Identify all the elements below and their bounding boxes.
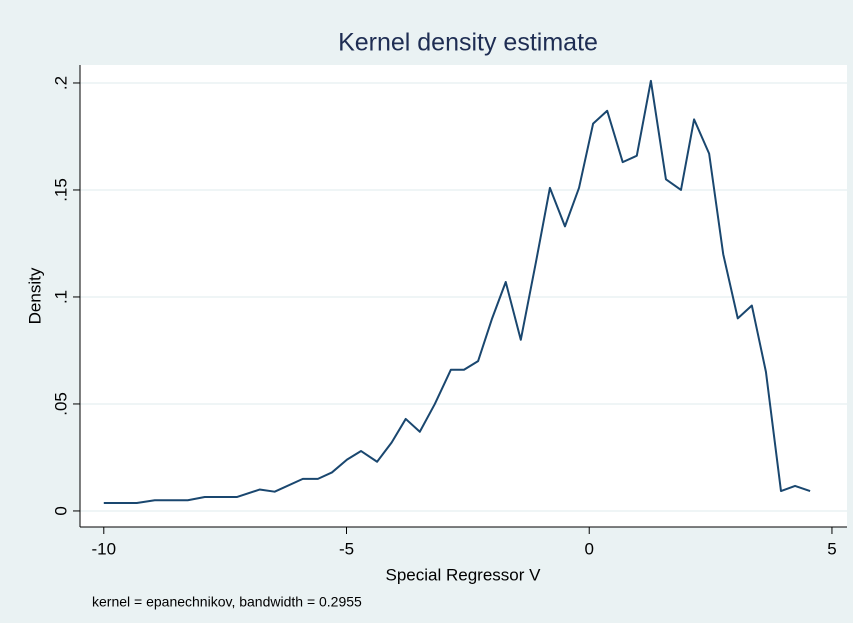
y-tick-label: .15 (51, 178, 70, 202)
x-tick-label: -5 (339, 539, 354, 558)
y-tick-label: .05 (51, 392, 70, 416)
chart-title: Kernel density estimate (338, 29, 598, 57)
y-tick-label: .1 (51, 290, 70, 304)
x-tick-label: 0 (584, 539, 593, 558)
x-tick-label: 5 (827, 539, 836, 558)
x-tick-label: -10 (91, 539, 116, 558)
y-tick-label: .2 (51, 76, 70, 90)
x-axis-label: Special Regressor V (386, 565, 542, 584)
density-line (103, 79, 811, 505)
y-tick-label: 0 (51, 506, 70, 515)
y-axis-label: Density (25, 267, 44, 324)
plot-region (80, 65, 847, 527)
note: kernel = epanechnikov, bandwidth = 0.295… (92, 594, 362, 610)
